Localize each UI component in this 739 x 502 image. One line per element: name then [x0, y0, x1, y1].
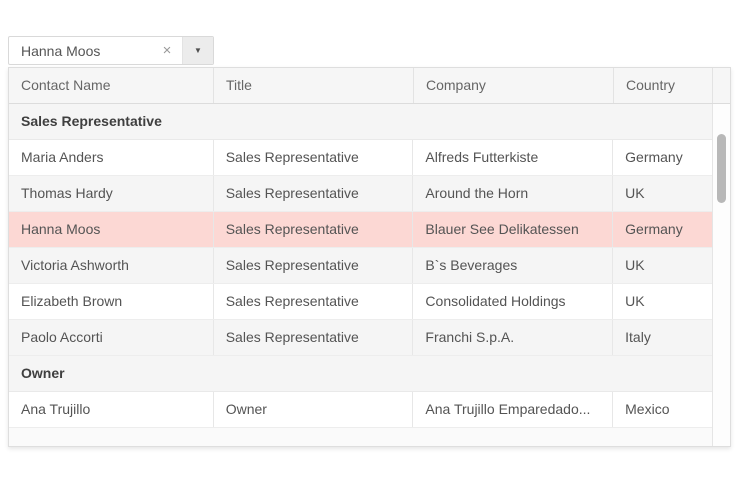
table-row[interactable]: Victoria Ashworth Sales Representative B…: [9, 248, 712, 284]
table-row[interactable]: Thomas Hardy Sales Representative Around…: [9, 176, 712, 212]
cell-title[interactable]: Sales Representative: [214, 140, 414, 175]
contact-combobox[interactable]: Hanna Moos × ▼: [8, 36, 214, 65]
table-row[interactable]: Maria Anders Sales Representative Alfred…: [9, 140, 712, 176]
cell-contact-name[interactable]: Hanna Moos: [9, 212, 214, 247]
cell-country[interactable]: UK: [625, 185, 645, 201]
combobox-value[interactable]: Hanna Moos: [21, 42, 101, 59]
column-header-company[interactable]: Company: [414, 68, 614, 103]
grid-header-row: Contact Name Title Company Country: [9, 68, 730, 104]
cell-title[interactable]: Sales Representative: [214, 320, 414, 355]
cell-country[interactable]: UK: [625, 293, 645, 309]
cell-contact-name[interactable]: Ana Trujillo: [9, 392, 214, 427]
clear-icon[interactable]: ×: [162, 42, 172, 59]
cell-country[interactable]: Italy: [625, 329, 651, 345]
cell-contact-name[interactable]: Maria Anders: [9, 140, 214, 175]
cell-country[interactable]: Germany: [625, 221, 683, 237]
cell-contact-name[interactable]: Elizabeth Brown: [9, 284, 214, 319]
dropdown-toggle-button[interactable]: ▼: [182, 37, 213, 64]
cell-title[interactable]: Sales Representative: [214, 212, 414, 247]
vertical-scrollbar[interactable]: [713, 104, 730, 446]
cell-country[interactable]: Germany: [625, 149, 683, 165]
cell-country[interactable]: UK: [625, 257, 645, 273]
scrollbar-thumb[interactable]: [717, 134, 726, 203]
cell-title[interactable]: Sales Representative: [214, 176, 414, 211]
table-row[interactable]: Elizabeth Brown Sales Representative Con…: [9, 284, 712, 320]
table-row[interactable]: Ana Trujillo Owner Ana Trujillo Empareda…: [9, 392, 712, 428]
table-row-partial[interactable]: [9, 428, 712, 446]
column-header-country[interactable]: Country: [614, 68, 713, 103]
contacts-grid: Contact Name Title Company Country Sales…: [8, 67, 731, 447]
cell-company[interactable]: Around the Horn: [413, 176, 614, 211]
grid-body: Sales Representative Maria Anders Sales …: [9, 104, 713, 446]
table-row[interactable]: Paolo Accorti Sales Representative Franc…: [9, 320, 712, 356]
combobox-input[interactable]: Hanna Moos ×: [9, 37, 182, 64]
cell-contact-name[interactable]: Thomas Hardy: [9, 176, 214, 211]
cell-contact-name[interactable]: Victoria Ashworth: [9, 248, 214, 283]
cell-title[interactable]: Sales Representative: [214, 284, 414, 319]
cell-country[interactable]: Mexico: [625, 401, 670, 417]
column-header-title[interactable]: Title: [214, 68, 414, 103]
group-header-sales-representative: Sales Representative: [9, 104, 712, 140]
cell-company[interactable]: Franchi S.p.A.: [413, 320, 614, 355]
cell-contact-name[interactable]: Paolo Accorti: [9, 320, 214, 355]
chevron-down-icon: ▼: [194, 46, 202, 55]
cell-company[interactable]: Alfreds Futterkiste: [413, 140, 614, 175]
cell-title[interactable]: Owner: [214, 392, 414, 427]
cell-title[interactable]: Sales Representative: [214, 248, 414, 283]
group-header-owner: Owner: [9, 356, 712, 392]
column-header-filler: [713, 68, 730, 103]
column-header-contact-name[interactable]: Contact Name: [9, 68, 214, 103]
cell-company[interactable]: Consolidated Holdings: [413, 284, 614, 319]
cell-company[interactable]: B`s Beverages: [413, 248, 614, 283]
table-row-selected[interactable]: Hanna Moos Sales Representative Blauer S…: [9, 212, 712, 248]
cell-company[interactable]: Blauer See Delikatessen: [413, 212, 614, 247]
cell-company[interactable]: Ana Trujillo Emparedado...: [413, 392, 614, 427]
